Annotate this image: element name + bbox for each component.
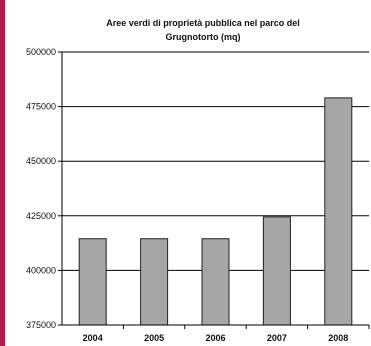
y-tick-label: 425000: [26, 211, 56, 221]
x-tick-label: 2006: [205, 333, 225, 343]
bar-2008: [324, 97, 353, 326]
y-tick-label: 375000: [26, 320, 56, 330]
x-tick-label: 2005: [144, 333, 164, 343]
y-tick-label: 400000: [26, 265, 56, 275]
x-axis-ticks: 2004 2005 2006 2007 2008: [83, 325, 370, 343]
y-tick-label: 500000: [26, 47, 56, 57]
bar-2007: [262, 216, 291, 326]
y-tick-label: 450000: [26, 156, 56, 166]
x-tick-label: 2004: [83, 333, 103, 343]
chart-title-line-2: Grugnotorto (mq): [166, 32, 241, 42]
chart-title-line-1: Aree verdi di proprietà pubblica nel par…: [106, 18, 300, 28]
y-axis-ticks: 375000 400000 425000 450000 475000 500000: [26, 47, 62, 330]
x-tick-label: 2008: [328, 333, 348, 343]
y-tick-label: 475000: [26, 102, 56, 112]
bar-2006: [201, 238, 230, 326]
bars: [78, 97, 353, 326]
bar-2004: [78, 238, 107, 326]
x-tick-label: 2007: [267, 333, 287, 343]
gridlines: [62, 51, 369, 271]
left-accent-bar: [0, 0, 5, 346]
bar-2005: [140, 238, 169, 326]
axes: [61, 52, 369, 326]
